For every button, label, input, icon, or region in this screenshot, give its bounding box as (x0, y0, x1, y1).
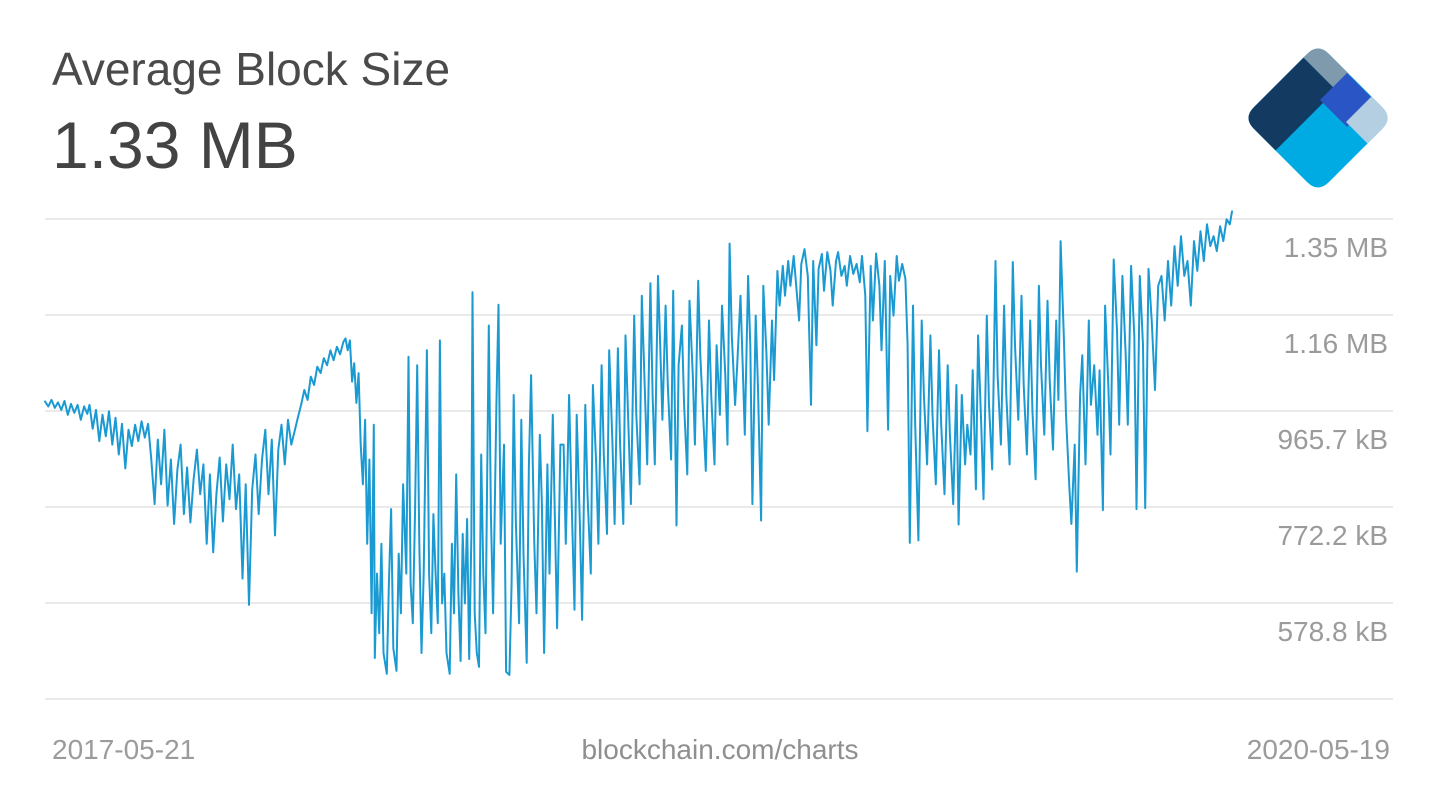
logo-part-navy (1248, 57, 1336, 151)
y-axis-label: 578.8 kB (1277, 616, 1388, 647)
header: Average Block Size 1.33 MB (52, 44, 450, 181)
footer-source-link[interactable]: blockchain.com/charts (581, 734, 859, 765)
blockchain-logo (1248, 48, 1388, 188)
y-axis-label: 1.16 MB (1283, 328, 1388, 359)
footer-end-date: 2020-05-19 (1246, 734, 1390, 765)
y-axis-label: 965.7 kB (1277, 424, 1388, 455)
footer-start-date: 2017-05-21 (52, 734, 196, 765)
current-value: 1.33 MB (52, 107, 298, 182)
footer: blockchain.com/charts 2017-05-21 2020-05… (0, 734, 1440, 774)
y-axis-label: 1.35 MB (1283, 232, 1388, 263)
chart-line[interactable] (44, 210, 1233, 676)
logo-part-gray (1303, 48, 1351, 90)
page-title: Average Block Size (52, 43, 451, 95)
y-axis-label: 772.2 kB (1277, 520, 1388, 551)
